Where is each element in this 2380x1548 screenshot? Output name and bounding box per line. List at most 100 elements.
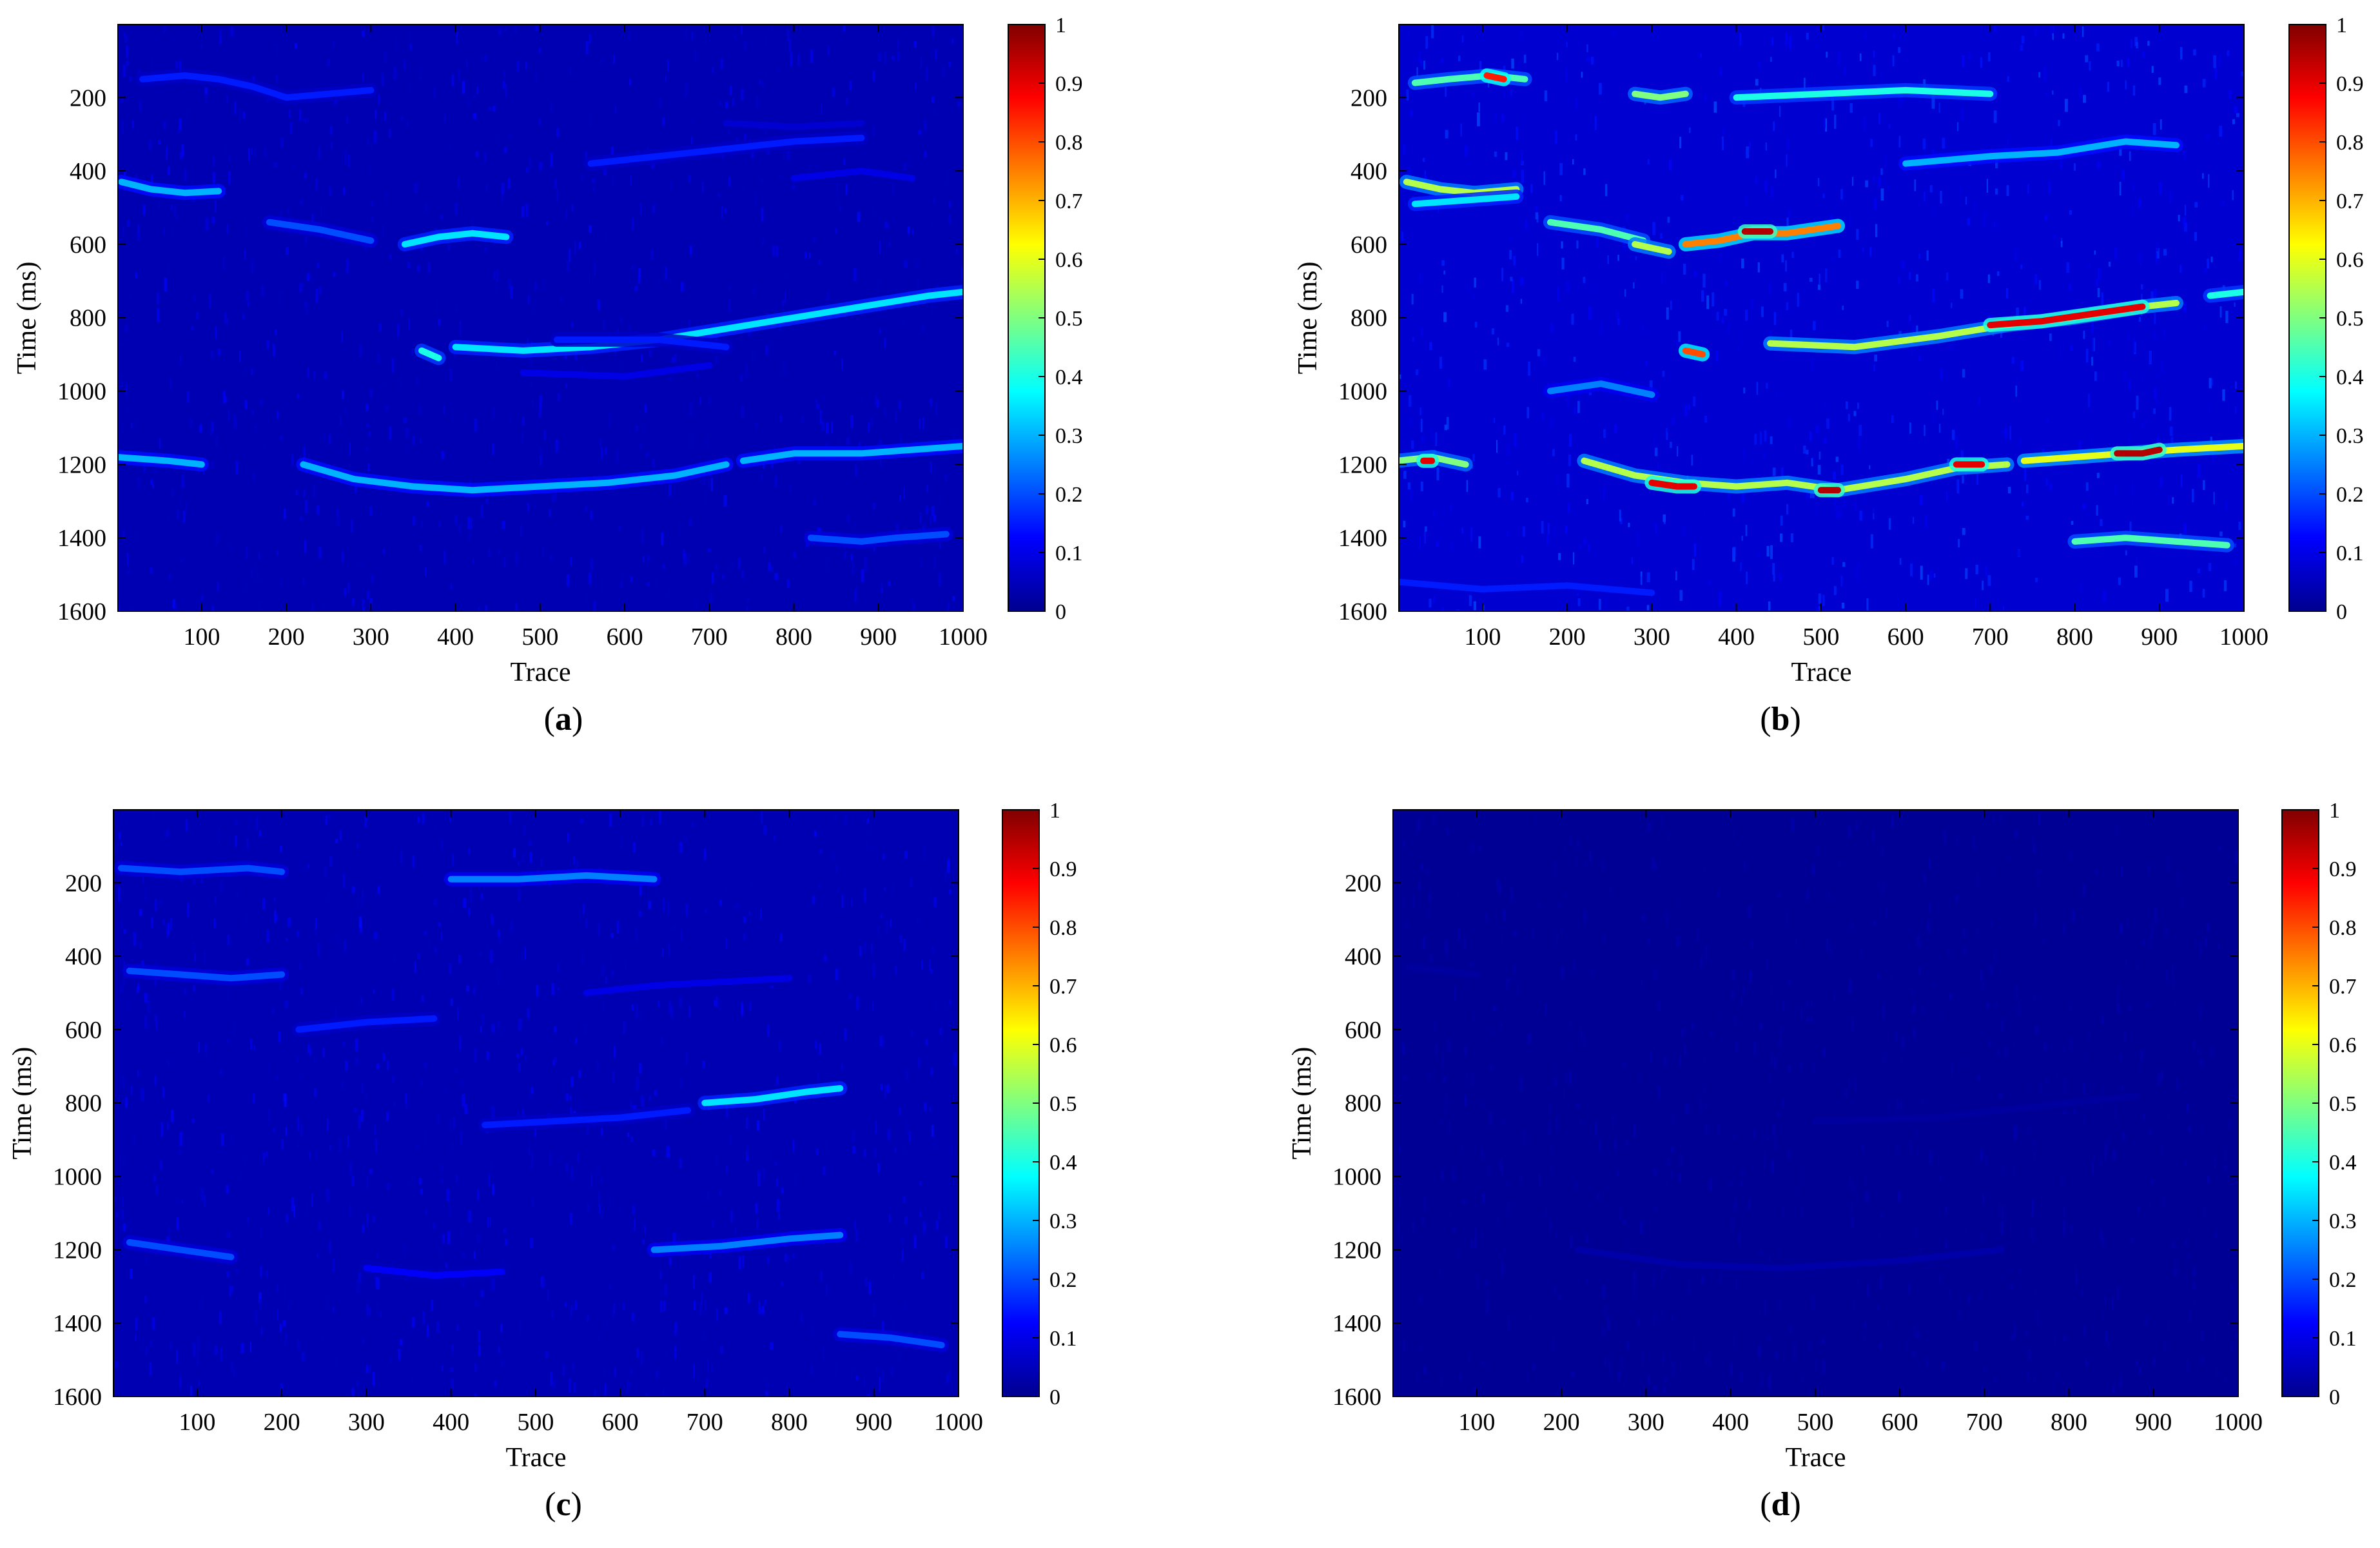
noise-speck <box>592 187 595 191</box>
reflector-streak <box>300 461 730 494</box>
noise-speck <box>2155 253 2158 263</box>
noise-speck <box>122 1075 125 1088</box>
noise-speck <box>540 455 542 465</box>
noise-speck <box>1872 508 1875 520</box>
noise-speck <box>1929 185 1933 193</box>
noise-speck <box>1977 930 1980 936</box>
noise-speck <box>1653 1168 1656 1175</box>
noise-speck <box>408 31 412 41</box>
noise-speck <box>874 395 877 406</box>
colorbar-tick-label: 0.6 <box>1049 1034 1077 1057</box>
noise-speck <box>1403 841 1405 847</box>
noise-speck <box>180 558 184 563</box>
noise-speck <box>1783 86 1786 91</box>
noise-speck <box>345 1061 348 1071</box>
noise-speck <box>714 356 717 364</box>
noise-speck <box>1927 574 1929 585</box>
noise-speck <box>2031 1349 2034 1364</box>
noise-speck <box>1510 1188 1512 1193</box>
noise-speck <box>162 1086 164 1098</box>
noise-speck <box>447 1231 451 1244</box>
noise-speck <box>919 1181 922 1186</box>
noise-speck <box>1613 1232 1615 1237</box>
reflector-streak <box>723 120 865 130</box>
noise-speck <box>1875 1006 1878 1018</box>
noise-speck <box>2183 303 2187 313</box>
reflector-streak <box>1648 479 1697 490</box>
noise-speck <box>1945 436 1947 445</box>
heatmap-image <box>113 810 959 1406</box>
x-tick-label: 200 <box>268 623 305 651</box>
noise-speck <box>639 202 642 215</box>
noise-speck <box>2153 408 2156 415</box>
noise-speck <box>453 1116 456 1128</box>
noise-speck <box>716 996 718 1007</box>
noise-speck <box>1980 1235 1983 1240</box>
noise-speck <box>930 1068 933 1075</box>
noise-speck <box>1867 1284 1869 1297</box>
noise-speck <box>725 937 728 950</box>
noise-speck <box>2082 216 2085 224</box>
noise-speck <box>520 1321 522 1336</box>
noise-speck <box>474 1363 478 1373</box>
noise-speck <box>893 1273 895 1281</box>
noise-speck <box>2118 577 2121 585</box>
noise-speck <box>621 573 624 578</box>
noise-speck <box>1436 467 1439 481</box>
noise-speck <box>1550 323 1553 333</box>
noise-speck <box>1566 473 1570 488</box>
noise-speck <box>1670 442 1672 448</box>
noise-speck <box>1575 98 1577 109</box>
noise-speck <box>1418 840 1421 852</box>
noise-speck <box>2006 136 2009 149</box>
noise-speck <box>2234 106 2238 113</box>
noise-speck <box>1835 456 1839 462</box>
noise-speck <box>178 126 180 133</box>
noise-speck <box>1872 830 1875 841</box>
noise-speck <box>792 1396 794 1406</box>
noise-speck <box>1999 811 2003 823</box>
noise-speck <box>841 358 843 370</box>
noise-speck <box>448 144 451 149</box>
noise-speck <box>1912 325 1915 338</box>
noise-speck <box>278 1032 281 1043</box>
noise-speck <box>320 205 322 217</box>
noise-speck <box>1833 471 1836 480</box>
noise-speck <box>1731 968 1735 980</box>
noise-speck <box>490 950 493 963</box>
noise-speck <box>1849 978 1852 992</box>
noise-speck <box>400 379 404 388</box>
noise-speck <box>2085 482 2089 491</box>
noise-speck <box>938 1211 940 1219</box>
noise-speck <box>420 1079 423 1086</box>
noise-speck <box>1843 500 1846 507</box>
noise-speck <box>904 850 908 859</box>
noise-speck <box>693 1300 696 1311</box>
noise-speck <box>1985 1333 1989 1343</box>
noise-speck <box>399 1339 403 1346</box>
noise-speck <box>358 1000 361 1007</box>
x-tick-label: 1000 <box>939 623 988 651</box>
noise-speck <box>888 1214 891 1223</box>
noise-speck <box>879 328 881 334</box>
noise-speck <box>523 825 526 835</box>
noise-speck <box>280 845 282 853</box>
noise-speck <box>2202 589 2205 598</box>
noise-speck <box>1603 429 1606 438</box>
y-axis-label: Time (ms) <box>8 1047 37 1160</box>
noise-speck <box>622 1303 625 1311</box>
noise-speck <box>507 1234 509 1246</box>
noise-speck <box>703 1329 706 1338</box>
noise-speck <box>1549 1220 1552 1231</box>
noise-speck <box>2122 1315 2124 1322</box>
noise-speck <box>948 1369 951 1380</box>
noise-speck <box>881 1321 885 1335</box>
noise-speck <box>459 1035 462 1050</box>
noise-speck <box>1704 1057 1706 1066</box>
noise-speck <box>1760 431 1762 445</box>
noise-speck <box>226 1231 228 1239</box>
noise-speck <box>473 988 476 995</box>
noise-speck <box>305 236 307 243</box>
noise-speck <box>139 992 141 1006</box>
noise-speck <box>1786 504 1789 514</box>
